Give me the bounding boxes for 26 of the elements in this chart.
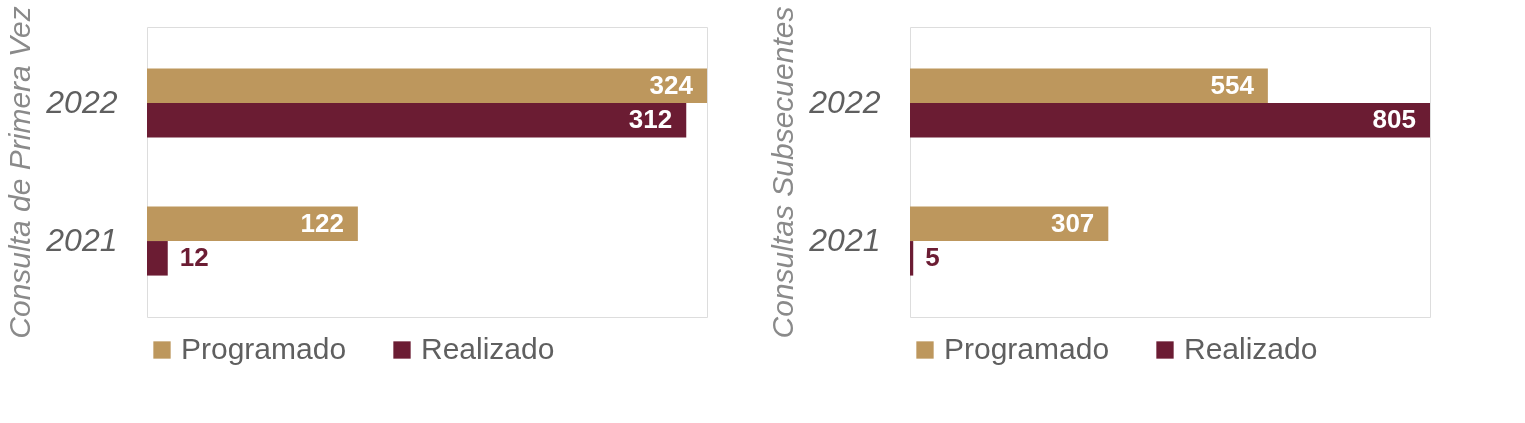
bar <box>147 102 687 138</box>
bar <box>910 68 1268 103</box>
bar <box>910 241 914 276</box>
y-tick-label: 2022 <box>808 83 881 120</box>
bar <box>147 206 358 242</box>
bar <box>910 206 1109 242</box>
data-label: 5 <box>925 242 940 273</box>
data-label: 307 <box>1050 207 1095 238</box>
data-label: 554 <box>1210 69 1255 100</box>
bar <box>910 102 1430 138</box>
legend-label: Realizado <box>421 332 555 365</box>
y-axis-title: Consultas Subsecuentes <box>766 6 800 339</box>
legend-label: Programado <box>181 332 347 365</box>
legend-label: Realizado <box>1184 332 1318 365</box>
data-label: 312 <box>628 104 673 135</box>
data-label: 324 <box>649 69 694 100</box>
bar <box>147 68 707 103</box>
data-label: 122 <box>300 207 344 238</box>
data-label: 805 <box>1372 104 1416 135</box>
legend-label: Programado <box>944 332 1110 365</box>
y-tick-label: 2021 <box>808 222 881 259</box>
bar <box>147 241 168 276</box>
y-axis-title: Consulta de Primera Vez <box>3 6 37 339</box>
data-label: 12 <box>179 242 209 273</box>
y-tick-label: 2022 <box>45 83 118 120</box>
y-tick-label: 2021 <box>45 222 118 259</box>
